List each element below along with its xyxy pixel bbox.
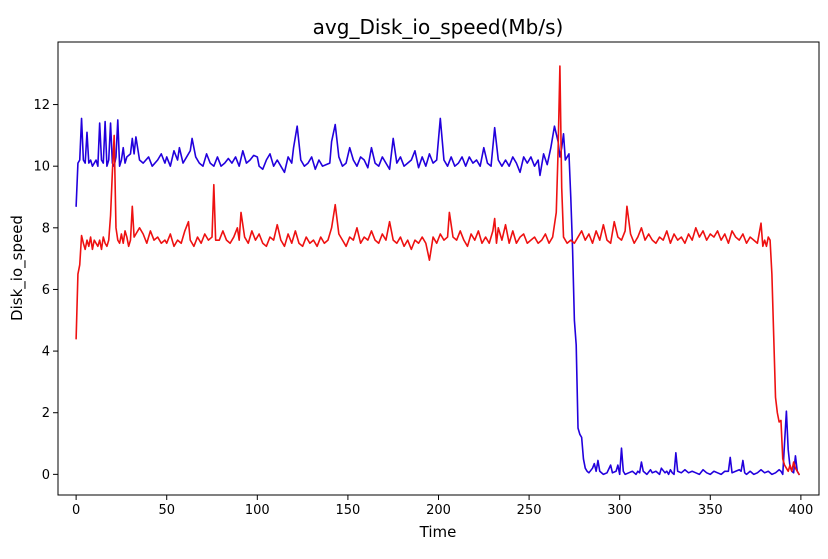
x-tick-label: 0 <box>72 503 80 518</box>
series-line-2 <box>75 65 800 476</box>
plot-background <box>58 42 819 495</box>
y-tick-label: 6 <box>42 283 50 298</box>
y-tick-label: 12 <box>33 98 50 113</box>
x-tick-label: 50 <box>158 503 175 518</box>
x-tick-label: 400 <box>788 503 813 518</box>
x-tick-label: 150 <box>335 503 360 518</box>
y-axis-label: Disk_io_speed <box>8 215 27 321</box>
y-tick-label: 10 <box>33 160 50 175</box>
x-axis-label: Time <box>419 523 457 541</box>
y-tick-label: 4 <box>42 345 50 360</box>
y-tick-label: 0 <box>42 468 50 483</box>
x-tick-label: 100 <box>245 503 270 518</box>
x-axis: 0 50 100 150 200 250 300 350 400 <box>72 495 813 518</box>
x-tick-label: 200 <box>426 503 451 518</box>
y-tick-label: 8 <box>42 221 50 236</box>
y-tick-label: 2 <box>42 406 50 421</box>
series-line-1 <box>75 117 800 476</box>
x-tick-label: 300 <box>607 503 632 518</box>
x-tick-label: 350 <box>698 503 723 518</box>
x-tick-label: 250 <box>517 503 542 518</box>
series-layer <box>75 65 800 476</box>
y-axis: 0 2 4 6 8 10 12 <box>33 98 58 483</box>
chart-title: avg_Disk_io_speed(Mb/s) <box>313 15 564 39</box>
